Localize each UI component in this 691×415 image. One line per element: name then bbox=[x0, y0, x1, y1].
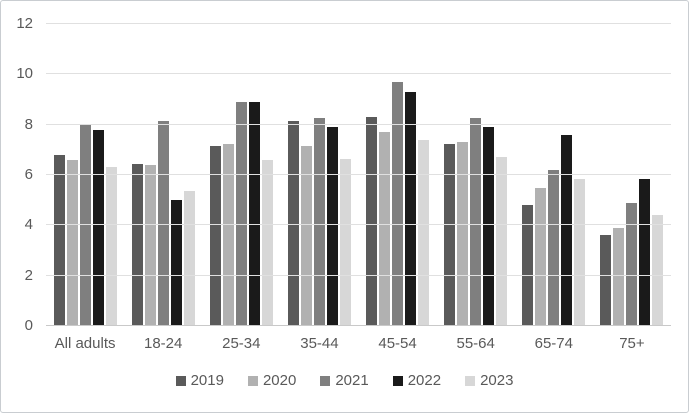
x-category-label: 35-44 bbox=[300, 335, 339, 352]
x-category-label: 25-34 bbox=[222, 335, 261, 352]
gridline bbox=[46, 224, 671, 226]
x-category-label: 45-54 bbox=[378, 335, 417, 352]
gridline bbox=[46, 73, 671, 75]
bar-2021 bbox=[626, 202, 638, 326]
bar-2021 bbox=[470, 118, 482, 326]
x-category-label: 75+ bbox=[619, 335, 645, 352]
bar-group-25-34 bbox=[202, 24, 280, 326]
gridline bbox=[46, 174, 671, 175]
bar-2023 bbox=[261, 159, 273, 326]
x-axis-line bbox=[46, 325, 671, 326]
bar-2020 bbox=[144, 164, 156, 326]
x-category-label: 18-24 bbox=[144, 335, 183, 352]
bar-2022 bbox=[326, 127, 338, 326]
legend-label: 2022 bbox=[407, 372, 442, 389]
bar-2023 bbox=[574, 178, 586, 326]
legend-label: 2023 bbox=[480, 372, 514, 389]
bar-groups bbox=[46, 24, 671, 326]
y-tick-label: 6 bbox=[24, 166, 33, 183]
legend-swatch-icon bbox=[320, 375, 331, 386]
bar-group-65-74 bbox=[515, 24, 593, 326]
legend-item-2020: 2020 bbox=[247, 372, 297, 389]
legend-swatch-icon bbox=[465, 375, 476, 386]
y-tick-label: 12 bbox=[16, 15, 33, 32]
y-tick-label: 10 bbox=[16, 65, 33, 83]
bar-2020 bbox=[222, 143, 234, 326]
bar-2019 bbox=[53, 154, 65, 326]
bar-2023 bbox=[652, 215, 664, 326]
bar-2021 bbox=[313, 118, 325, 326]
bar-group-45-54 bbox=[359, 24, 437, 326]
bar-group-35-44 bbox=[280, 24, 358, 326]
bar-2023 bbox=[339, 158, 351, 326]
bar-2020 bbox=[379, 132, 391, 326]
x-category-label: All adults bbox=[54, 335, 116, 352]
legend-swatch-icon bbox=[175, 375, 186, 386]
legend-label: 2020 bbox=[262, 372, 297, 389]
bar-group-55-64 bbox=[437, 24, 515, 326]
legend-item-2021: 2021 bbox=[320, 372, 369, 389]
bar-2022 bbox=[92, 129, 104, 326]
bar-2019 bbox=[600, 235, 612, 326]
y-tick-label: 4 bbox=[24, 216, 33, 234]
bar-2020 bbox=[613, 227, 625, 326]
bar-2020 bbox=[66, 159, 78, 326]
x-axis: All adults 18-24 25-34 35-44 45-54 55-64 65-74… bbox=[46, 335, 671, 352]
y-tick-label: 0 bbox=[24, 317, 33, 334]
legend-swatch-icon bbox=[247, 375, 258, 386]
bar-2023 bbox=[418, 139, 430, 326]
bar-2019 bbox=[209, 146, 221, 326]
bar-group-18-24 bbox=[124, 24, 202, 326]
bar-group-75- bbox=[593, 24, 671, 326]
bar-2023 bbox=[183, 191, 195, 326]
legend-item-2019: 2019 bbox=[175, 372, 224, 389]
bar-2022 bbox=[405, 91, 417, 326]
bar-2022 bbox=[170, 200, 182, 326]
bar-2021 bbox=[392, 81, 404, 326]
gridline bbox=[46, 23, 671, 24]
bar-2020 bbox=[300, 146, 312, 326]
bar-2023 bbox=[496, 157, 508, 326]
legend-label: 2019 bbox=[190, 372, 224, 389]
bar-2021 bbox=[157, 120, 169, 326]
bar-2019 bbox=[366, 117, 378, 326]
bar-2019 bbox=[287, 120, 299, 326]
gridline bbox=[46, 274, 671, 276]
bar-2022 bbox=[561, 134, 573, 326]
bar-2021 bbox=[548, 169, 560, 326]
bar-2023 bbox=[105, 167, 117, 326]
bar-2021 bbox=[235, 102, 247, 326]
bar-2020 bbox=[535, 187, 547, 326]
bar-2019 bbox=[522, 205, 534, 326]
legend: 2019 2020 2021 2022 2023 bbox=[1, 372, 688, 389]
y-tick-label: 2 bbox=[24, 266, 33, 284]
bar-2022 bbox=[483, 127, 495, 326]
legend-item-2023: 2023 bbox=[465, 372, 513, 389]
x-category-label: 55-64 bbox=[456, 335, 495, 352]
bar-2019 bbox=[131, 163, 143, 326]
x-category-label: 65-74 bbox=[534, 335, 573, 352]
bar-group-all-adults bbox=[46, 24, 124, 326]
legend-label: 2021 bbox=[335, 372, 369, 389]
y-tick-label: 8 bbox=[24, 115, 33, 133]
bar-2020 bbox=[457, 142, 469, 326]
bar-2019 bbox=[444, 143, 456, 326]
gridline bbox=[46, 123, 671, 125]
bar-2022 bbox=[639, 178, 651, 326]
legend-swatch-icon bbox=[392, 375, 403, 386]
bar-2022 bbox=[248, 102, 260, 326]
plot-area bbox=[46, 23, 671, 326]
y-axis: 0 2 4 6 8 10 12 bbox=[1, 15, 39, 334]
legend-item-2022: 2022 bbox=[392, 372, 442, 389]
